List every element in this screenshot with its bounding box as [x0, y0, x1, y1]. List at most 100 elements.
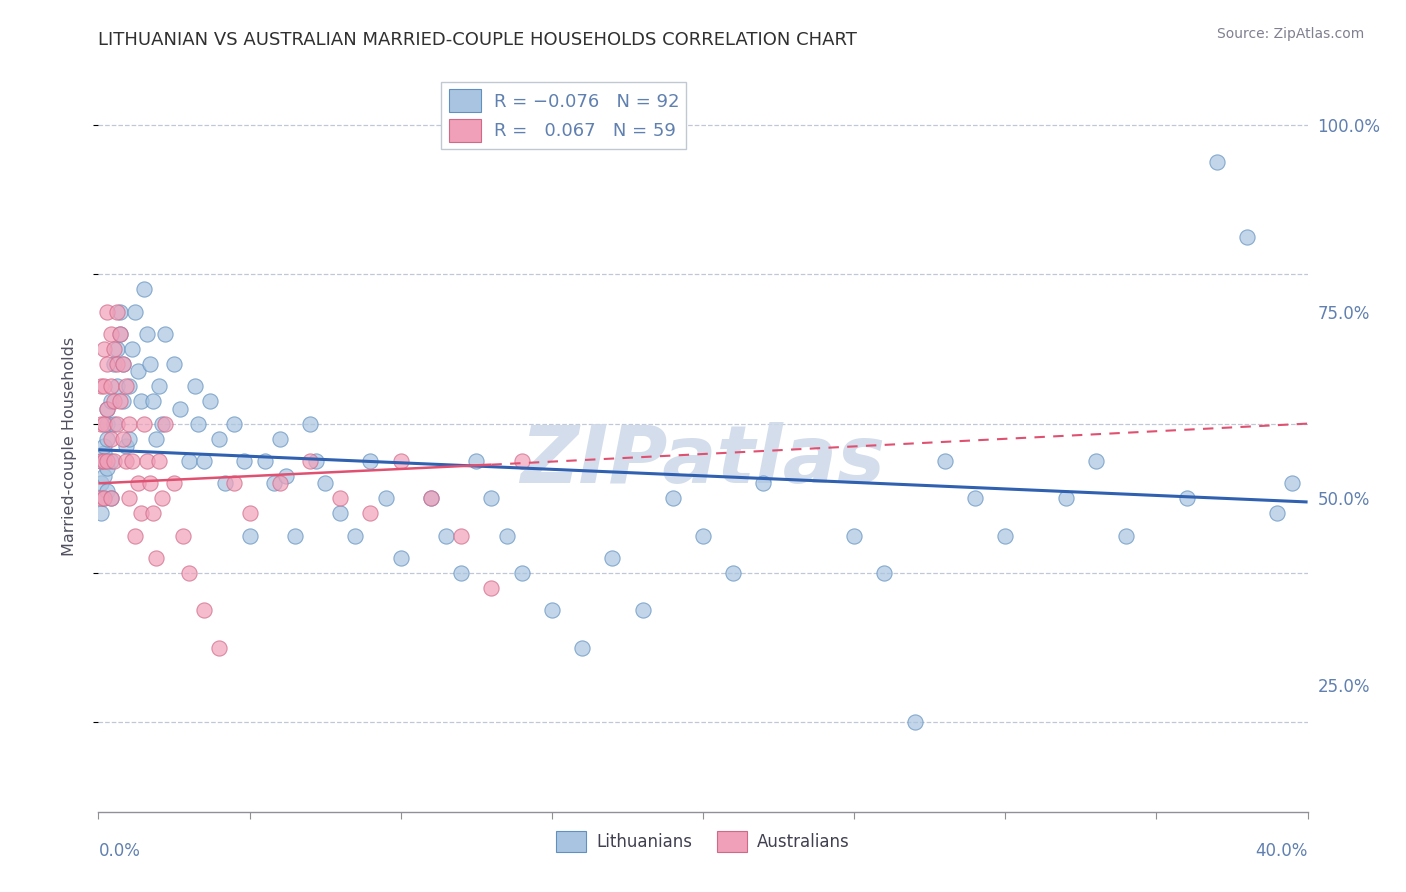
- Point: [96, 357, 118, 371]
- Point: [193, 454, 215, 468]
- Point: [1267, 506, 1289, 520]
- Point: [93, 417, 115, 431]
- Point: [96, 401, 118, 416]
- Point: [169, 401, 191, 416]
- Point: [90, 454, 112, 468]
- Point: [105, 304, 128, 318]
- Point: [96, 461, 118, 475]
- Text: LITHUANIAN VS AUSTRALIAN MARRIED-COUPLE HOUSEHOLDS CORRELATION CHART: LITHUANIAN VS AUSTRALIAN MARRIED-COUPLE …: [98, 31, 858, 49]
- Point: [602, 551, 624, 566]
- Point: [269, 432, 291, 446]
- Point: [148, 379, 170, 393]
- Point: [284, 528, 307, 542]
- Point: [1206, 155, 1229, 169]
- Point: [631, 603, 654, 617]
- Point: [127, 476, 149, 491]
- Point: [105, 357, 128, 371]
- Point: [108, 304, 131, 318]
- Point: [124, 304, 146, 318]
- Point: [329, 491, 352, 506]
- Point: [93, 439, 115, 453]
- Point: [108, 326, 131, 341]
- Point: [93, 491, 115, 506]
- Point: [239, 506, 262, 520]
- Point: [360, 454, 382, 468]
- Point: [96, 483, 118, 498]
- Point: [114, 454, 136, 468]
- Point: [269, 476, 291, 491]
- Point: [100, 491, 122, 506]
- Point: [465, 454, 488, 468]
- Point: [105, 379, 128, 393]
- Point: [103, 454, 125, 468]
- Point: [93, 468, 115, 483]
- Point: [661, 491, 683, 506]
- Point: [299, 417, 322, 431]
- Point: [103, 342, 125, 356]
- Point: [114, 439, 136, 453]
- Point: [224, 417, 246, 431]
- Point: [163, 476, 186, 491]
- Point: [121, 454, 143, 468]
- Point: [118, 432, 141, 446]
- Point: [90, 417, 112, 431]
- Point: [692, 528, 714, 542]
- Point: [214, 476, 236, 491]
- Point: [96, 432, 118, 446]
- Point: [100, 432, 122, 446]
- Point: [132, 282, 155, 296]
- Point: [93, 342, 115, 356]
- Point: [124, 528, 146, 542]
- Point: [208, 432, 231, 446]
- Point: [540, 603, 562, 617]
- Text: Source: ZipAtlas.com: Source: ZipAtlas.com: [1216, 27, 1364, 41]
- Text: 40.0%: 40.0%: [1256, 841, 1308, 860]
- Point: [305, 454, 328, 468]
- Point: [90, 454, 112, 468]
- Point: [1175, 491, 1198, 506]
- Point: [105, 417, 128, 431]
- Point: [1085, 454, 1108, 468]
- Text: ZIPatlas: ZIPatlas: [520, 422, 886, 500]
- Point: [495, 528, 517, 542]
- Point: [100, 394, 122, 409]
- Point: [148, 454, 170, 468]
- Point: [873, 566, 896, 580]
- Point: [389, 551, 412, 566]
- Point: [142, 394, 165, 409]
- Point: [118, 417, 141, 431]
- Point: [135, 326, 157, 341]
- Point: [450, 566, 472, 580]
- Point: [263, 476, 285, 491]
- Point: [139, 357, 162, 371]
- Point: [90, 476, 112, 491]
- Point: [723, 566, 745, 580]
- Point: [1054, 491, 1077, 506]
- Point: [274, 468, 297, 483]
- Point: [344, 528, 367, 542]
- Point: [232, 454, 254, 468]
- Point: [208, 640, 231, 655]
- Point: [481, 491, 503, 506]
- Point: [100, 454, 122, 468]
- Point: [129, 506, 152, 520]
- Point: [145, 551, 167, 566]
- Point: [965, 491, 987, 506]
- Point: [139, 476, 162, 491]
- Point: [111, 357, 134, 371]
- Point: [179, 454, 201, 468]
- Point: [299, 454, 322, 468]
- Point: [103, 357, 125, 371]
- Point: [129, 394, 152, 409]
- Point: [100, 326, 122, 341]
- Point: [844, 528, 866, 542]
- Point: [420, 491, 443, 506]
- Point: [96, 304, 118, 318]
- Point: [1281, 476, 1303, 491]
- Point: [90, 491, 112, 506]
- Point: [994, 528, 1017, 542]
- Point: [96, 454, 118, 468]
- Point: [184, 379, 207, 393]
- Point: [93, 379, 115, 393]
- Point: [153, 326, 176, 341]
